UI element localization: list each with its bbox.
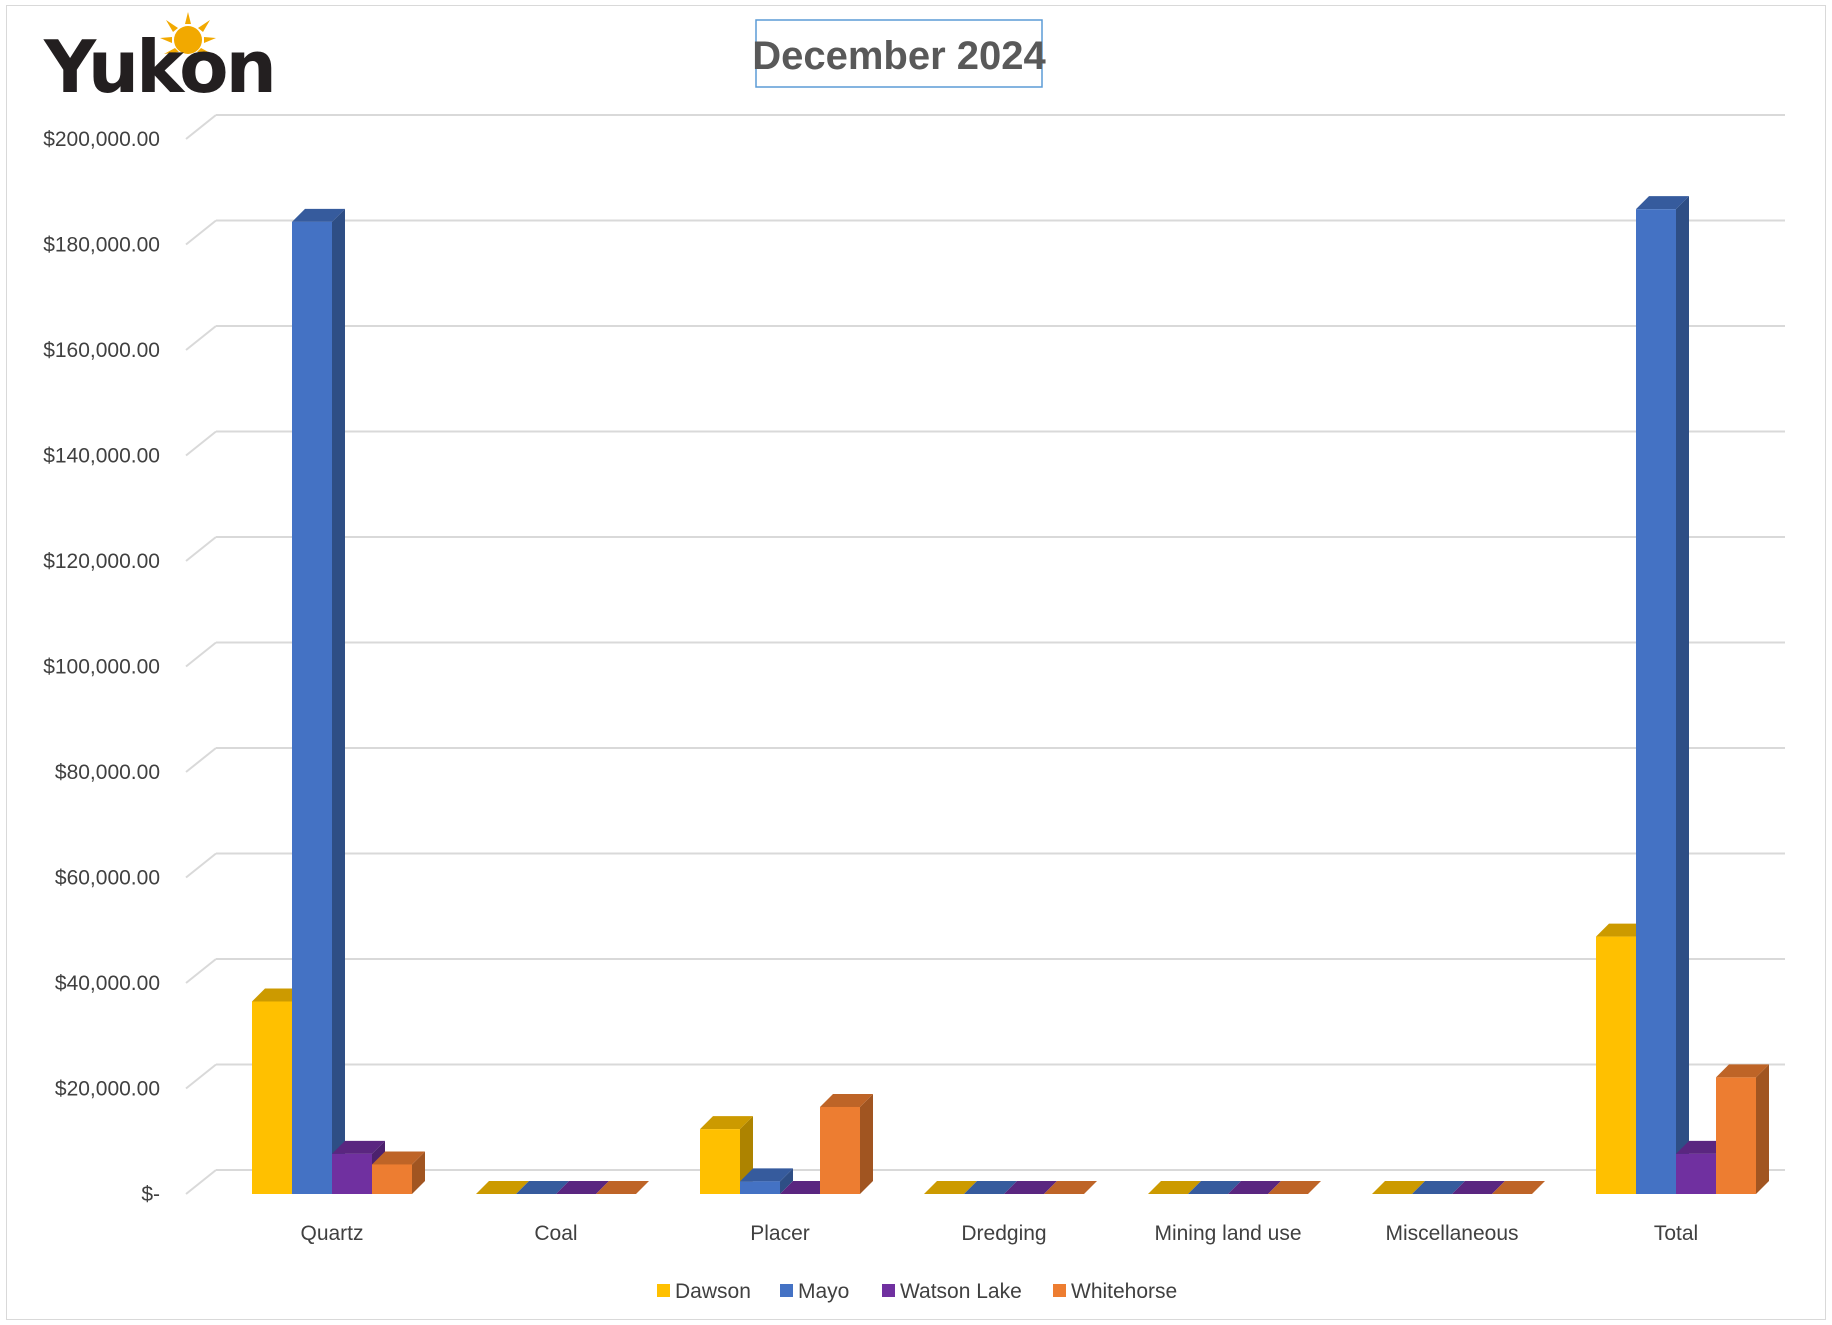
legend-swatch xyxy=(780,1284,793,1297)
bar-dawson-dredging[interactable] xyxy=(924,1181,977,1194)
logo-wordmark: Yukon xyxy=(43,25,274,109)
legend-item-whitehorse[interactable]: Whitehorse xyxy=(1053,1280,1177,1303)
x-category-label: Dredging xyxy=(961,1222,1046,1245)
gridline-side-8 xyxy=(185,325,217,351)
gridline-side-9 xyxy=(185,219,217,246)
bars xyxy=(252,196,1769,1195)
bar-whitehorse-total[interactable] xyxy=(1716,1064,1769,1194)
x-axis-category-labels: Quartz Coal Placer Dredging Mining land use M… xyxy=(300,1222,1698,1245)
y-tick-label: $60,000.00 xyxy=(55,867,160,890)
bar-watson-lake-dredging[interactable] xyxy=(1004,1181,1057,1194)
bar-mayo-mining-land-use[interactable] xyxy=(1188,1181,1241,1194)
y-tick-label: $140,000.00 xyxy=(43,445,160,468)
legend[interactable]: Dawson Mayo Watson Lake Whitehorse xyxy=(657,1280,1177,1303)
y-axis-tick-labels: $- $20,000.00 $40,000.00 $60,000.00 $80,000.… xyxy=(43,128,160,1206)
bar-watson-lake-miscellaneous[interactable] xyxy=(1452,1181,1505,1194)
y-tick-label: $120,000.00 xyxy=(43,550,160,573)
legend-item-dawson[interactable]: Dawson xyxy=(657,1280,751,1303)
bar-mayo-total[interactable] xyxy=(1636,196,1689,1195)
x-category-label: Quartz xyxy=(300,1222,363,1245)
bar-mayo-placer[interactable] xyxy=(740,1168,793,1194)
bar-whitehorse-dredging[interactable] xyxy=(1044,1181,1097,1194)
gridline-side-0 xyxy=(185,1169,217,1195)
gridline-side-1 xyxy=(185,1063,217,1090)
bar-dawson-miscellaneous[interactable] xyxy=(1372,1181,1425,1194)
bar-whitehorse-placer[interactable] xyxy=(820,1093,873,1194)
x-category-label: Coal xyxy=(534,1222,577,1245)
legend-label: Dawson xyxy=(675,1280,751,1303)
bar-watson-lake-mining-land-use[interactable] xyxy=(1228,1181,1281,1194)
bar-whitehorse-mining-land-use[interactable] xyxy=(1268,1181,1321,1194)
y-tick-label: $20,000.00 xyxy=(55,1078,160,1101)
y-tick-label: $180,000.00 xyxy=(43,234,160,257)
bar-mayo-miscellaneous[interactable] xyxy=(1412,1181,1465,1194)
gridline-side-3 xyxy=(185,852,217,879)
bar-mayo-dredging[interactable] xyxy=(964,1181,1017,1194)
y-tick-label: $160,000.00 xyxy=(43,339,160,362)
bar-mayo-quartz[interactable] xyxy=(292,208,345,1194)
legend-swatch xyxy=(882,1284,895,1297)
bar-dawson-coal[interactable] xyxy=(476,1181,529,1194)
bar-whitehorse-miscellaneous[interactable] xyxy=(1492,1181,1545,1194)
bar-watson-lake-coal[interactable] xyxy=(556,1181,609,1194)
x-category-label: Placer xyxy=(750,1222,810,1245)
sun-icon xyxy=(160,12,216,54)
bar-whitehorse-coal[interactable] xyxy=(596,1181,649,1194)
gridline-side-10 xyxy=(185,114,217,140)
y-tick-label: $80,000.00 xyxy=(55,761,160,784)
y-tick-label: $200,000.00 xyxy=(43,128,160,151)
title-selection-box[interactable] xyxy=(755,19,1043,88)
legend-label: Whitehorse xyxy=(1071,1280,1177,1303)
x-category-label: Total xyxy=(1654,1222,1698,1245)
y-tick-label: $40,000.00 xyxy=(55,972,160,995)
gridline-side-7 xyxy=(185,430,217,457)
bar-dawson-mining-land-use[interactable] xyxy=(1148,1181,1201,1194)
gridline-side-2 xyxy=(185,958,217,984)
bar-dawson-placer[interactable] xyxy=(700,1116,753,1194)
legend-label: Watson Lake xyxy=(900,1280,1022,1303)
legend-swatch xyxy=(657,1284,670,1297)
yukon-logo: Yukon xyxy=(43,12,277,109)
bar-mayo-coal[interactable] xyxy=(516,1181,569,1194)
legend-swatch xyxy=(1053,1284,1066,1297)
bar-whitehorse-quartz[interactable] xyxy=(372,1151,425,1194)
gridline-side-4 xyxy=(185,747,217,773)
y-tick-label: $- xyxy=(141,1183,160,1206)
chart-title[interactable]: December 2024 xyxy=(752,34,1046,78)
x-category-label: Miscellaneous xyxy=(1385,1222,1518,1245)
gridlines xyxy=(185,114,1785,1195)
gridline-side-6 xyxy=(185,536,217,562)
gridline-side-5 xyxy=(185,641,217,668)
bar-watson-lake-placer[interactable] xyxy=(780,1181,833,1194)
x-category-label: Mining land use xyxy=(1154,1222,1301,1245)
y-tick-label: $100,000.00 xyxy=(43,656,160,679)
legend-item-mayo[interactable]: Mayo xyxy=(780,1280,849,1303)
legend-label: Mayo xyxy=(798,1280,849,1303)
legend-item-watson-lake[interactable]: Watson Lake xyxy=(882,1280,1022,1303)
